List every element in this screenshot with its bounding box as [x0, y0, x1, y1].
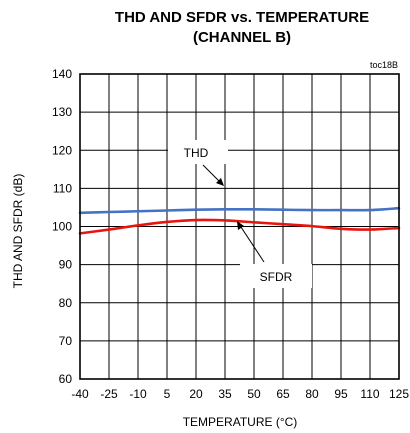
x-tick-label: -10 — [129, 387, 147, 401]
y-tick-label: 60 — [59, 372, 73, 386]
thd-label: THD — [184, 146, 209, 160]
thd-label-box — [168, 140, 228, 164]
x-tick-label: 20 — [189, 387, 203, 401]
x-tick-label: -40 — [71, 387, 89, 401]
chart-title: THD AND SFDR vs. TEMPERATURE — [115, 9, 369, 26]
thd-arrowhead — [216, 178, 224, 186]
x-axis-label: TEMPERATURE (°C) — [183, 415, 298, 429]
x-tick-label: 80 — [305, 387, 319, 401]
x-tick-label: 110 — [360, 387, 379, 401]
y-axis-label: THD AND SFDR (dB) — [11, 174, 25, 289]
x-tick-label: 95 — [334, 387, 348, 401]
sfdr-arrow — [238, 223, 265, 263]
figure-code: toc18B — [370, 60, 398, 70]
tick-labels: -40 -25 -10 5 20 35 50 65 80 95 110 125 60 70 80 90 100 1… — [52, 67, 409, 401]
series-layer — [78, 206, 401, 235]
y-tick-label: 70 — [59, 334, 73, 348]
x-tick-label: 35 — [218, 387, 232, 401]
plot-frame — [79, 73, 400, 380]
sfdr-label: SFDR — [260, 270, 293, 284]
series-line-sfdr — [78, 218, 401, 235]
y-tick-label: 90 — [59, 258, 73, 272]
y-tick-label: 130 — [52, 105, 72, 119]
y-tick-label: 120 — [52, 143, 72, 157]
x-tick-label: 65 — [276, 387, 290, 401]
series-line-thd — [78, 206, 401, 215]
y-tick-label: 140 — [52, 67, 72, 81]
y-tick-label: 80 — [59, 296, 73, 310]
x-tick-label: 50 — [247, 387, 261, 401]
x-tick-label: 125 — [389, 387, 409, 401]
x-tick-label: 5 — [164, 387, 171, 401]
chart-subtitle: (CHANNEL B) — [193, 29, 291, 46]
sfdr-arrowhead — [237, 221, 244, 230]
y-tick-label: 110 — [53, 181, 72, 195]
y-tick-label: 100 — [52, 220, 72, 234]
sfdr-label-box — [240, 264, 312, 288]
x-tick-label: -25 — [100, 387, 118, 401]
